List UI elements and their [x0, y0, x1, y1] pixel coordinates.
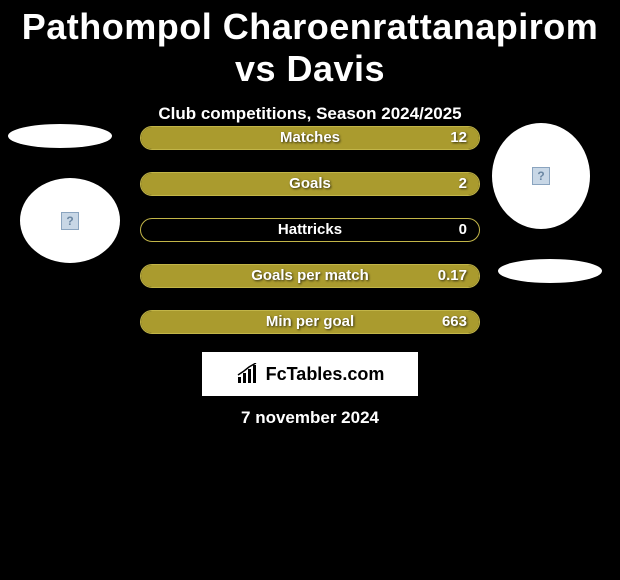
- stat-row: Matches12: [140, 126, 480, 150]
- brand-badge[interactable]: FcTables.com: [202, 352, 418, 396]
- stat-label: Goals per match: [141, 267, 479, 284]
- stats-panel: Matches12 Goals2 Hattricks0 Goals per match…: [140, 126, 480, 356]
- subtitle: Club competitions, Season 2024/2025: [0, 104, 620, 124]
- stat-label: Min per goal: [141, 313, 479, 330]
- stat-row: Goals per match0.17: [140, 264, 480, 288]
- stat-value: 2: [459, 175, 467, 192]
- stat-row: Min per goal663: [140, 310, 480, 334]
- stat-value: 663: [442, 313, 467, 330]
- avatar-placeholder-icon: ?: [61, 212, 79, 230]
- stat-label: Goals: [141, 175, 479, 192]
- brand-label: FcTables.com: [266, 364, 385, 385]
- stat-row: Goals2: [140, 172, 480, 196]
- stat-label: Matches: [141, 129, 479, 146]
- brand-chart-icon: [236, 363, 260, 385]
- stat-value: 0: [459, 221, 467, 238]
- stat-label: Hattricks: [141, 221, 479, 238]
- stat-value: 0.17: [438, 267, 467, 284]
- right-player-shadow: [498, 259, 602, 283]
- date-label: 7 november 2024: [0, 408, 620, 428]
- right-player-avatar: ?: [492, 123, 590, 229]
- avatar-placeholder-icon: ?: [532, 167, 550, 185]
- left-player-avatar: ?: [20, 178, 120, 263]
- stat-row: Hattricks0: [140, 218, 480, 242]
- stat-value: 12: [450, 129, 467, 146]
- left-player-shadow: [8, 124, 112, 148]
- page-title: Pathompol Charoenrattanapirom vs Davis: [0, 0, 620, 90]
